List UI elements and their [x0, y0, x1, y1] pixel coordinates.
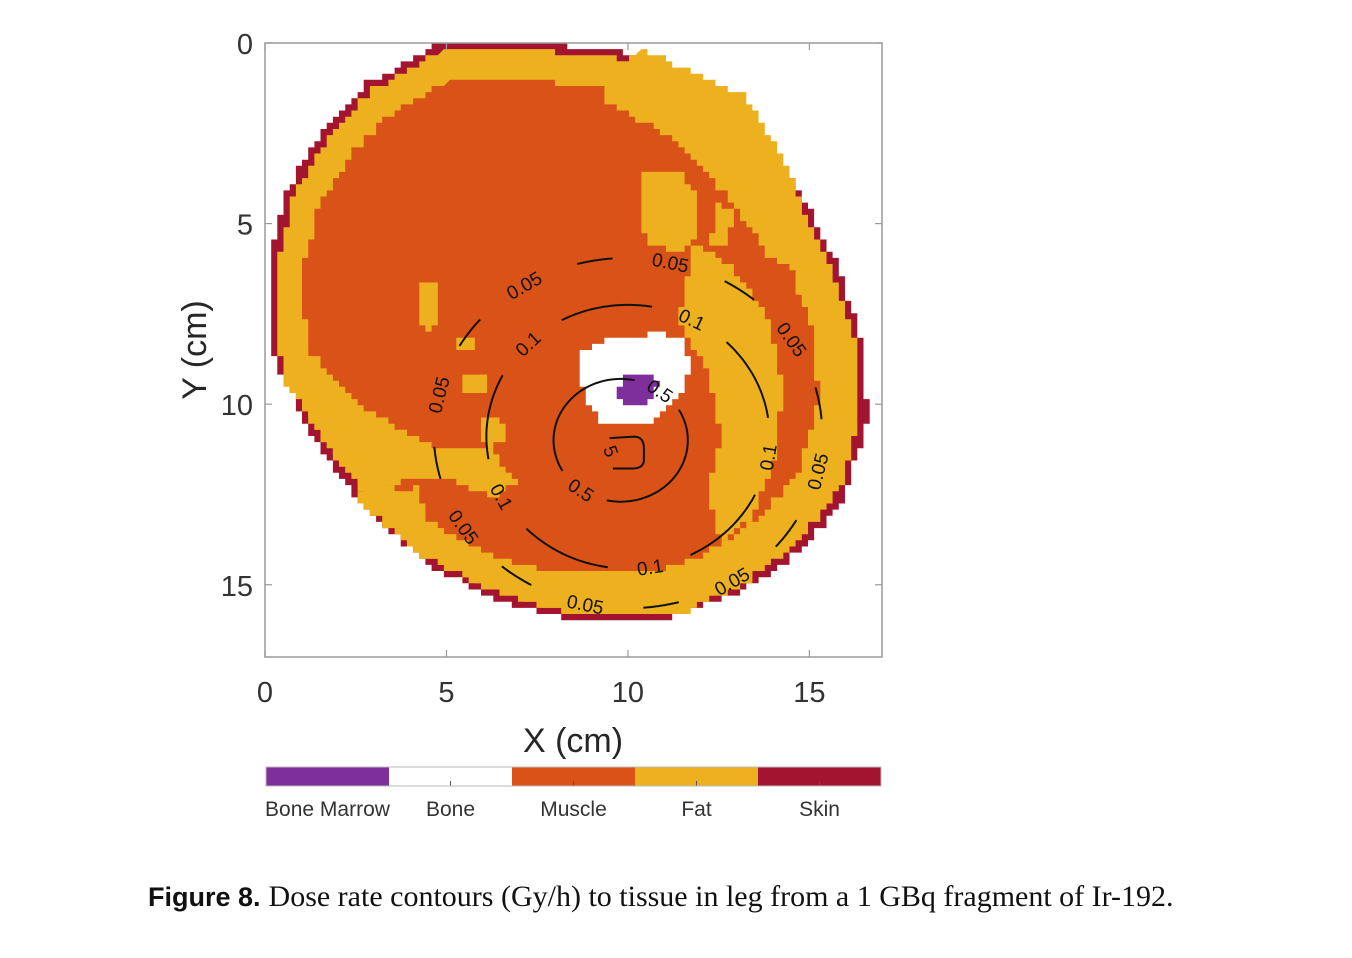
tissue-fat-patch: [462, 374, 488, 393]
caption-text: Dose rate contours (Gy/h) to tissue in l…: [268, 880, 1174, 913]
contour-label: 0.1: [757, 443, 782, 473]
contour-line: [525, 527, 608, 569]
colorbar-label: Fat: [681, 798, 712, 821]
contour-line: [690, 494, 756, 556]
tissue-fat-patch: [709, 202, 734, 246]
contour-line: [814, 387, 823, 420]
y-tick-label: 15: [221, 571, 253, 603]
colorbar-swatch-muscle: [512, 767, 635, 786]
contour-line: [576, 257, 613, 265]
contour-line: [501, 565, 532, 586]
colorbar-label: Muscle: [540, 798, 607, 821]
y-tick-label: 10: [221, 390, 253, 422]
y-tick-label: 5: [237, 210, 253, 242]
x-axis-label: X (cm): [523, 722, 623, 760]
figure-caption: Figure 8. Dose rate contours (Gy/h) to ti…: [148, 880, 1328, 914]
x-tick-label: 0: [257, 677, 273, 709]
colorbar-swatch-fat: [635, 767, 758, 786]
contour-line: [609, 435, 645, 470]
plot-area: 0.050.050.050.050.050.050.050.050.10.10.…: [271, 43, 870, 621]
contour-line: [552, 377, 635, 472]
tissue-fat-patch: [641, 171, 697, 252]
contour-line: [485, 374, 504, 460]
axes: 0 5 10 15 0 5 10 15: [221, 29, 882, 709]
colorbar-label: Skin: [799, 798, 840, 821]
tissue-bone-marrow: [616, 374, 660, 406]
contour-label: 0.1: [636, 556, 665, 581]
colorbar-label: Bone: [426, 798, 475, 821]
x-tick-label: 5: [438, 677, 454, 709]
tissue-fat-patch: [419, 282, 438, 332]
figure-number: Figure 8.: [148, 882, 261, 912]
contour-line: [724, 280, 755, 301]
x-tick-label: 15: [793, 677, 825, 709]
contour-line: [643, 601, 680, 609]
contour-line: [606, 409, 689, 503]
y-tick-label: 0: [237, 29, 253, 61]
colorbar-swatch-bone-marrow: [266, 767, 389, 786]
contour-line: [458, 318, 481, 347]
contour-line: [433, 446, 442, 480]
colorbar-swatch-bone: [389, 767, 512, 786]
x-tick-label: 10: [612, 677, 644, 709]
colorbar-frame: [265, 766, 882, 787]
tissue-map: [271, 43, 870, 621]
colorbar-swatch-skin: [758, 767, 881, 786]
y-axis-label: Y (cm): [176, 300, 214, 399]
contour-line: [725, 341, 769, 418]
colorbar: Bone Marrow Bone Muscle Fat Skin: [265, 766, 882, 821]
plot-frame: [264, 42, 883, 658]
tissue-fat-patch: [351, 485, 753, 614]
contour-line: [774, 519, 798, 548]
tissue-fat-patch: [598, 49, 808, 264]
contour-line: [561, 303, 653, 322]
tissue-fat-patch: [283, 331, 518, 498]
colorbar-label: Bone Marrow: [265, 798, 391, 821]
tissue-fat-patch: [456, 337, 475, 350]
tissue-fat-patch: [678, 245, 784, 547]
